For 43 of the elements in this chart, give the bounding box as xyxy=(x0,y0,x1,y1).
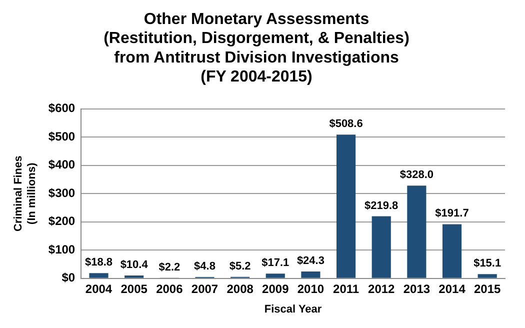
x-axis-title: Fiscal Year xyxy=(264,303,322,316)
bar xyxy=(301,272,320,278)
y-tick-label: $300 xyxy=(48,186,76,200)
y-tick-label: $400 xyxy=(48,158,76,172)
x-tick-label: 2012 xyxy=(368,282,396,296)
x-tick-label: 2007 xyxy=(191,282,218,296)
bar xyxy=(407,186,426,278)
x-tick-label: 2010 xyxy=(297,282,324,296)
data-label: $2.2 xyxy=(158,261,180,274)
y-tick-label: $0 xyxy=(62,270,76,285)
bar xyxy=(124,275,144,278)
x-tick-label: 2013 xyxy=(403,282,430,296)
data-label: $15.1 xyxy=(474,258,502,270)
bar xyxy=(372,216,391,278)
x-tick-label: 2005 xyxy=(120,282,148,296)
data-label: $508.6 xyxy=(329,118,363,130)
x-tick-label: 2008 xyxy=(226,282,254,296)
bar xyxy=(89,273,108,278)
bar xyxy=(442,224,462,278)
y-tick-label: $600 xyxy=(48,101,76,116)
data-label: $10.4 xyxy=(120,258,149,271)
y-tick-label: $500 xyxy=(48,129,76,144)
bar xyxy=(478,274,497,278)
bar xyxy=(336,134,356,278)
x-tick-label: 2006 xyxy=(156,282,184,296)
data-label: $5.2 xyxy=(229,260,251,272)
bar xyxy=(266,274,285,278)
y-axis-title: Criminal Fines (In millions) xyxy=(12,156,38,232)
x-tick-label: 2009 xyxy=(262,282,290,296)
x-tick-label: 2011 xyxy=(333,282,360,296)
y-tick-label: $100 xyxy=(48,242,76,256)
chart-title: Other Monetary Assessments (Restitution, Disgorgement, & Penalties) from Antitrust Division Investigations (FY 2004-2015) xyxy=(104,11,410,86)
data-label: $17.1 xyxy=(262,257,290,270)
x-tick-label: 2014 xyxy=(438,282,466,296)
data-label: $24.3 xyxy=(296,255,324,268)
x-tick-label: 2004 xyxy=(85,282,112,296)
data-label: $18.8 xyxy=(84,256,113,269)
data-label: $4.8 xyxy=(194,260,216,273)
data-label: $219.8 xyxy=(364,200,398,212)
data-label: $328.0 xyxy=(400,169,434,182)
y-tick-label: $200 xyxy=(48,214,76,228)
data-label: $191.7 xyxy=(435,208,469,220)
x-tick-label: 2015 xyxy=(474,282,502,296)
